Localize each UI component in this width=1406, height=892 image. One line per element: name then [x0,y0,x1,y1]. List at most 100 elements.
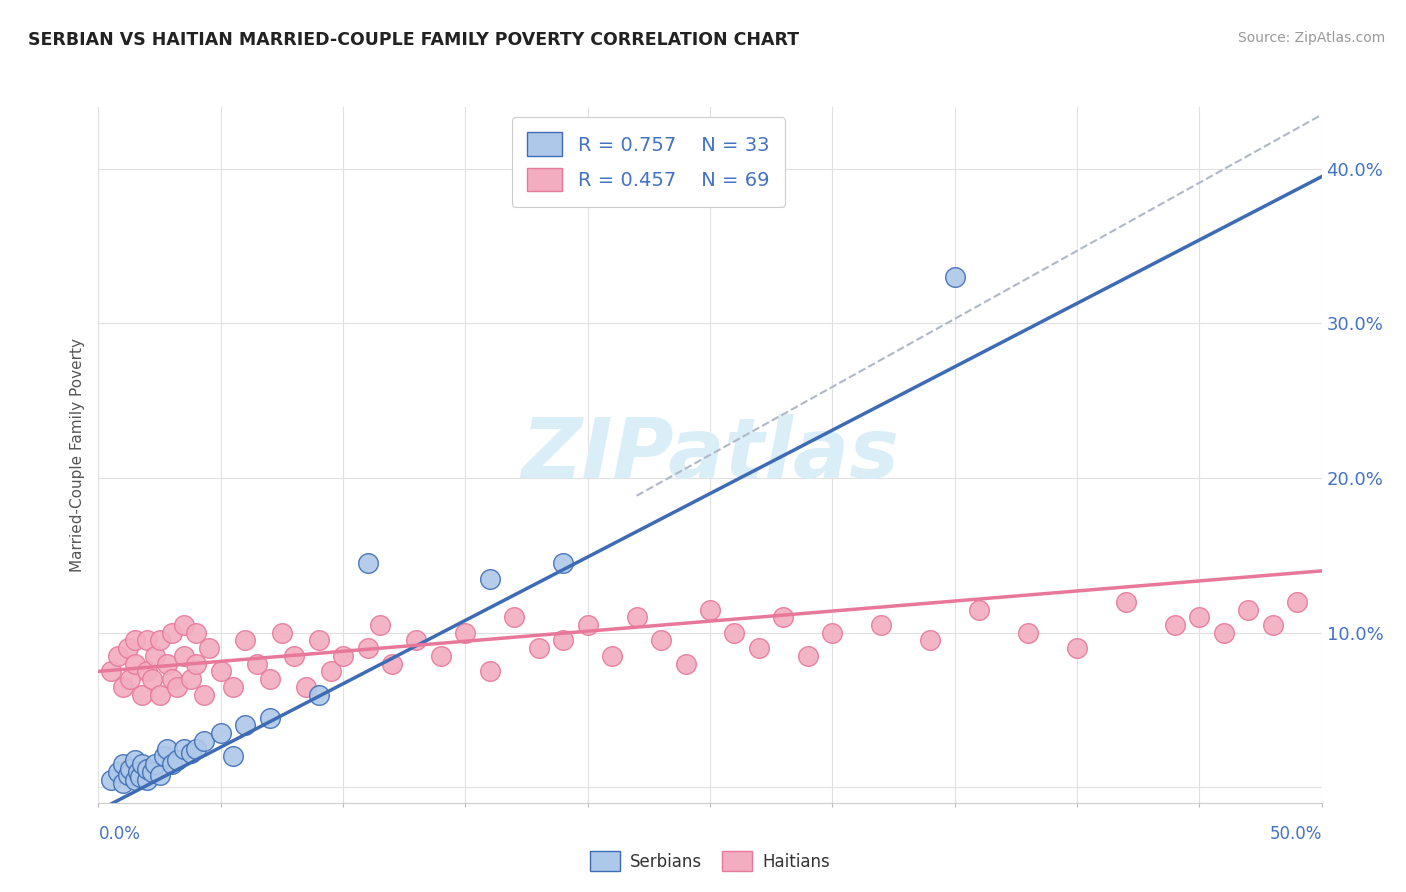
Point [156,657,179,671]
Point [117,641,139,656]
Point [173,741,195,756]
Point [626,610,648,624]
Point [136,665,159,679]
Point [699,602,721,616]
Point [186,741,208,756]
Point [180,672,202,686]
Text: ZIPatlas: ZIPatlas [522,415,898,495]
Point [160,757,183,772]
Point [1212,625,1234,640]
Point [143,648,166,663]
Point [124,633,146,648]
Point [405,633,427,648]
Point [186,657,208,671]
Point [748,641,770,656]
Text: Source: ZipAtlas.com: Source: ZipAtlas.com [1237,31,1385,45]
Point [527,641,550,656]
Point [143,757,166,772]
Point [141,672,163,686]
Point [308,633,330,648]
Point [356,556,378,570]
Point [173,648,195,663]
Point [650,633,672,648]
Point [1261,618,1284,632]
Point [576,618,599,632]
Point [149,633,172,648]
Point [1017,625,1039,640]
Point [222,749,245,764]
Y-axis label: Married-Couple Family Poverty: Married-Couple Family Poverty [70,338,86,572]
Point [478,665,501,679]
Point [120,672,142,686]
Point [1066,641,1088,656]
Point [1188,610,1211,624]
Point [197,641,219,656]
Point [180,747,202,761]
Point [259,672,281,686]
Point [222,680,245,694]
Point [920,633,942,648]
Point [368,618,391,632]
Point [120,762,142,776]
Point [430,648,453,663]
Point [111,757,134,772]
Point [503,610,526,624]
Point [136,762,159,776]
Point [675,657,697,671]
Point [319,665,342,679]
Point [173,618,195,632]
Point [1164,618,1187,632]
Point [153,749,176,764]
Point [553,633,575,648]
Point [454,625,477,640]
Text: SERBIAN VS HAITIAN MARRIED-COUPLE FAMILY POVERTY CORRELATION CHART: SERBIAN VS HAITIAN MARRIED-COUPLE FAMILY… [28,31,799,49]
Point [111,775,134,789]
Legend: Serbians, Haitians: Serbians, Haitians [583,845,837,878]
Point [193,734,215,748]
Text: 0.0%: 0.0% [98,825,141,843]
Point [156,741,179,756]
Point [100,772,122,787]
Point [127,764,149,779]
Point [308,688,330,702]
Point [124,772,146,787]
Point [233,633,256,648]
Point [136,772,159,787]
Point [283,648,305,663]
Point [1286,595,1309,609]
Point [160,672,183,686]
Point [166,680,188,694]
Point [967,602,990,616]
Point [100,665,122,679]
Point [166,752,188,766]
Point [233,718,256,732]
Point [141,764,163,779]
Point [111,680,134,694]
Point [600,648,623,663]
Point [246,657,269,671]
Point [124,657,146,671]
Point [553,556,575,570]
Point [797,648,820,663]
Point [149,768,172,782]
Point [381,657,404,671]
Point [870,618,893,632]
Point [129,770,152,784]
Point [259,711,281,725]
Point [193,688,215,702]
Point [478,572,501,586]
Point [131,757,153,772]
Text: 50.0%: 50.0% [1270,825,1322,843]
Point [332,648,354,663]
Point [160,625,183,640]
Point [295,680,318,694]
Point [186,625,208,640]
Point [117,768,139,782]
Point [1237,602,1260,616]
Point [136,633,159,648]
Point [772,610,794,624]
Point [821,625,844,640]
Point [356,641,378,656]
Point [124,752,146,766]
Point [107,648,129,663]
